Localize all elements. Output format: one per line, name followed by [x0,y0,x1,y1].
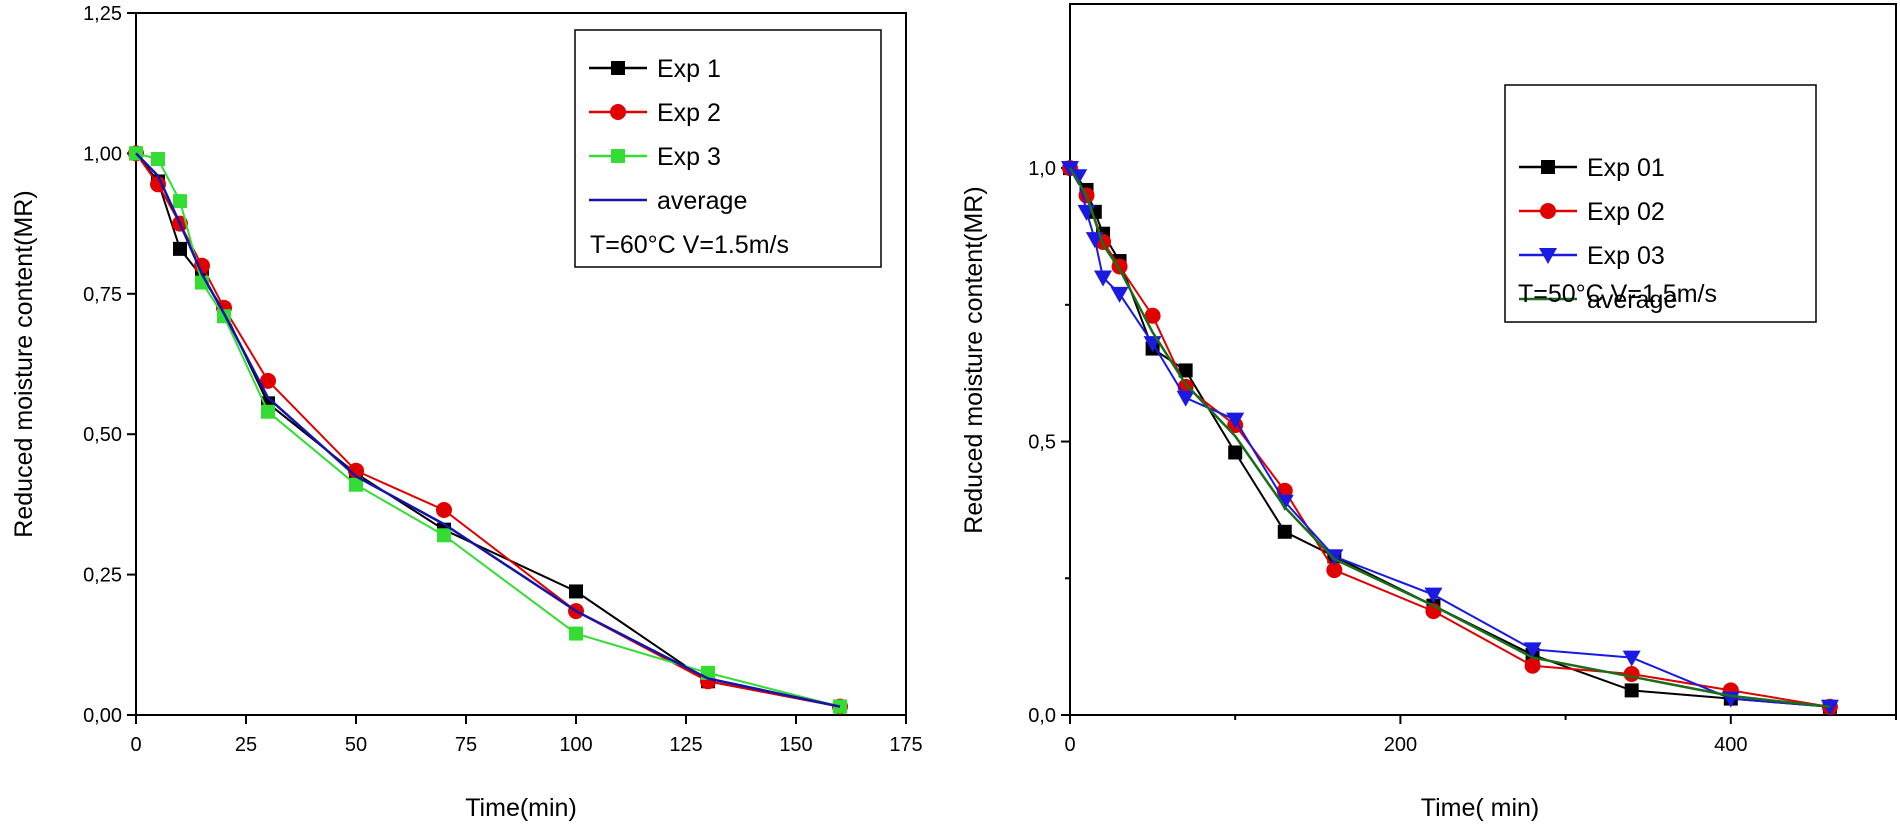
legend-entries: Exp 1 Exp 2 Exp 3 average [589,55,747,215]
annotation-text: T=60°C V=1.5m/s [590,231,789,259]
legend-label: average [1587,286,1677,314]
x-tick-label: 125 [669,734,702,756]
x-tick-label: 25 [235,734,257,756]
data-point [1820,699,1839,716]
data-point [569,626,583,641]
data-point [1178,363,1193,378]
series-line-average [1068,167,1831,709]
legend-label: Exp 2 [657,99,721,127]
axis-ticks: 0 200 400 0,0 0,5 1,0 [1028,158,1897,756]
legend-label: Exp 03 [1587,242,1665,270]
data-point [1226,412,1245,429]
legend-entries: Exp 01 Exp 02 Exp 03 average [1519,154,1677,314]
y-tick-label: 1,25 [83,3,122,25]
legend-label: Exp 1 [657,55,721,83]
data-point [151,152,165,167]
y-axis-title: Reduced moisture content(MR) [10,190,38,537]
legend-box [1504,84,1817,323]
legend-swatch-marker [610,104,626,120]
data-point [1622,650,1641,667]
data-point [348,462,364,479]
data-point [173,194,187,209]
legend-swatch-marker [1541,160,1555,174]
legend: Exp 01 Exp 02 Exp 03 average T=50°C V=1.5m/… [1504,84,1817,323]
data-point [1277,524,1292,539]
data-point [1424,587,1443,604]
data-point [1524,657,1541,674]
x-tick-label: 75 [455,734,477,756]
x-axis-title: Time( min) [1421,794,1540,822]
legend-label: Exp 01 [1587,154,1665,182]
series-group [128,145,848,715]
data-point [150,176,166,193]
x-tick-label: 400 [1714,734,1747,756]
data-point [1110,286,1129,303]
data-point [1623,665,1640,682]
x-tick-label: 50 [345,734,367,756]
data-point [1176,390,1195,407]
x-tick-label: 100 [559,734,592,756]
data-point [1624,683,1639,698]
chart-left: 0 25 50 75 100 125 150 175 0,00 0,25 0,50 0,75 1,00 1… [10,3,923,822]
data-point [349,477,363,492]
legend-label: Exp 02 [1587,198,1665,226]
legend-swatch-marker [1539,248,1557,264]
y-tick-label: 0,5 [1028,432,1056,454]
data-point [437,528,451,543]
legend-swatch-marker [611,149,625,163]
plot-frame [135,12,907,716]
data-point [261,404,275,419]
x-tick-label: 150 [779,734,812,756]
chart-right: 0 200 400 0,0 0,5 1,0 Time( min) Reduced mois… [960,3,1897,822]
x-tick-label: 200 [1384,734,1417,756]
data-point [1094,270,1113,287]
y-tick-label: 0,00 [83,705,122,727]
legend-swatch-marker [1540,203,1556,219]
legend-label: average [657,187,747,215]
data-point [1326,562,1343,579]
series-line-average [135,152,841,708]
y-tick-label: 0,0 [1028,705,1056,727]
y-tick-label: 1,0 [1028,158,1056,180]
y-axis-title: Reduced moisture content(MR) [960,186,988,533]
legend-box [574,29,882,268]
x-tick-label: 0 [130,734,141,756]
data-point [569,584,583,599]
data-point [1144,307,1161,324]
y-tick-label: 0,75 [83,284,122,306]
legend: Exp 1 Exp 2 Exp 3 average T=60°C V=1.5m/s [574,29,882,268]
annotation-text: T=50°C V=1.5m/s [1518,280,1717,308]
data-point [260,372,276,389]
y-tick-label: 0,50 [83,424,122,446]
axis-ticks: 0 25 50 75 100 125 150 175 0,00 0,25 0,50 0,75 1,00 1… [83,3,923,756]
data-point [436,502,452,519]
data-point [1523,642,1542,659]
x-axis-title: Time(min) [465,794,577,822]
legend-label: Exp 3 [657,143,721,171]
x-tick-label: 175 [889,734,922,756]
plot-frame [1069,3,1897,716]
series-group [1061,160,1839,716]
data-point [1228,445,1243,460]
data-point [173,241,187,256]
x-tick-label: 0 [1064,734,1075,756]
legend-swatch-marker [611,61,625,75]
y-tick-label: 1,00 [83,143,122,165]
y-tick-label: 0,25 [83,565,122,587]
